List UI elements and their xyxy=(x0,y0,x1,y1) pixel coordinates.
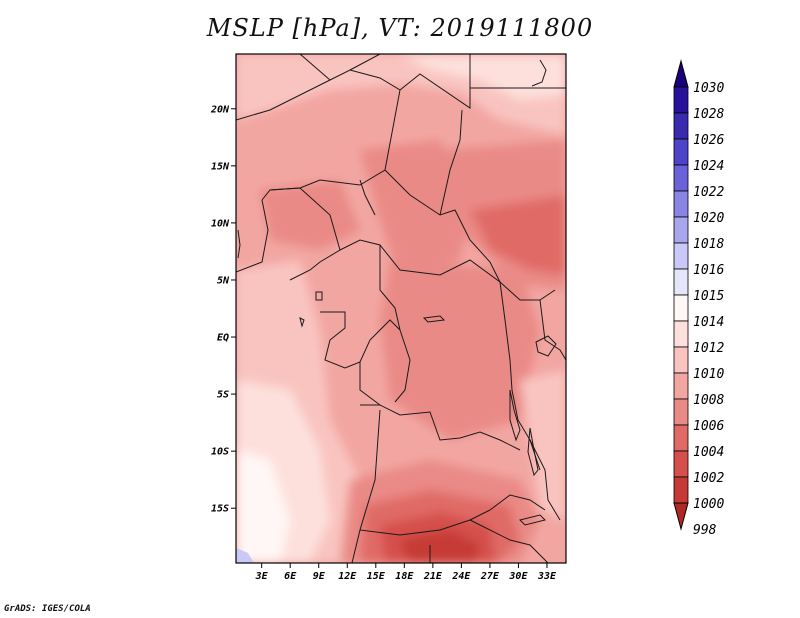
colorbar-label: 1030 xyxy=(693,81,724,96)
colorbar-label: 1010 xyxy=(693,367,724,382)
colorbar-label: 1012 xyxy=(693,341,724,356)
colorbar-label: 1028 xyxy=(693,107,724,122)
colorbar: 1030 1028 1026 1024 1022 1020 1018 1016 1015 1014… xyxy=(673,59,724,538)
lat-tick-label: 5S xyxy=(217,390,229,401)
lon-tick-label: 6E xyxy=(284,571,297,582)
lon-tick-label: 12E xyxy=(338,571,357,582)
colorbar-label: 1014 xyxy=(693,315,724,330)
colorbar-segment xyxy=(673,476,689,504)
colorbar-label: 1016 xyxy=(693,263,724,278)
colorbar-label: 998 xyxy=(693,523,717,538)
colorbar-segment xyxy=(673,216,689,244)
colorbar-segment xyxy=(673,320,689,348)
longitude-axis: 3E 6E 9E 12E 15E 18E 21E 24E 27E 30E 33E xyxy=(255,563,557,582)
colorbar-top-triangle xyxy=(673,59,689,88)
lat-tick-label: 5N xyxy=(217,275,230,286)
colorbar-segment xyxy=(673,424,689,452)
grads-credit: GrADS: IGES/COLA xyxy=(4,604,91,614)
colorbar-segment xyxy=(673,450,689,478)
lat-tick-label: 15S xyxy=(211,504,229,515)
lon-tick-label: 15E xyxy=(367,571,386,582)
colorbar-label: 1004 xyxy=(693,445,724,460)
colorbar-segment xyxy=(673,86,689,114)
lon-tick-label: 30E xyxy=(508,571,528,582)
lat-tick-label: EQ xyxy=(217,333,229,344)
colorbar-label: 1022 xyxy=(693,185,724,200)
colorbar-label: 1008 xyxy=(693,393,724,408)
colorbar-label: 1002 xyxy=(693,471,724,486)
lon-tick-label: 9E xyxy=(313,571,326,582)
colorbar-segment xyxy=(673,190,689,218)
lat-tick-label: 20N xyxy=(210,104,230,115)
colorbar-label: 1000 xyxy=(693,497,724,512)
colorbar-label: 1020 xyxy=(693,211,724,226)
colorbar-segment xyxy=(673,268,689,296)
lat-tick-label: 15N xyxy=(211,161,230,172)
lon-tick-label: 21E xyxy=(423,571,443,582)
colorbar-label: 1006 xyxy=(693,419,724,434)
colorbar-label: 1018 xyxy=(693,237,724,252)
lat-tick-label: 10S xyxy=(211,447,229,458)
colorbar-segment xyxy=(673,164,689,192)
lon-tick-label: 3E xyxy=(255,571,269,582)
colorbar-segment xyxy=(673,294,689,322)
lon-tick-label: 24E xyxy=(451,571,471,582)
colorbar-label: 1024 xyxy=(693,159,724,174)
colorbar-segment xyxy=(673,398,689,426)
colorbar-segment xyxy=(673,372,689,400)
colorbar-label: 1015 xyxy=(693,289,724,304)
map-title: MSLP [hPa], VT: 2019111800 xyxy=(206,14,594,42)
lat-tick-label: 10N xyxy=(211,218,230,229)
lon-tick-label: 33E xyxy=(537,571,557,582)
lon-tick-label: 27E xyxy=(480,571,500,582)
colorbar-segment xyxy=(673,346,689,374)
colorbar-segment xyxy=(673,112,689,140)
lon-tick-label: 18E xyxy=(395,571,414,582)
colorbar-label: 1026 xyxy=(693,133,724,148)
colorbar-segment xyxy=(673,138,689,166)
country-borders xyxy=(236,54,566,563)
colorbar-segment xyxy=(673,242,689,270)
latitude-axis: 20N 15N 10N 5N EQ 5S 10S 15S xyxy=(210,104,236,515)
map-frame xyxy=(235,53,567,564)
pressure-shading xyxy=(236,54,566,563)
colorbar-bottom-triangle xyxy=(673,502,689,531)
